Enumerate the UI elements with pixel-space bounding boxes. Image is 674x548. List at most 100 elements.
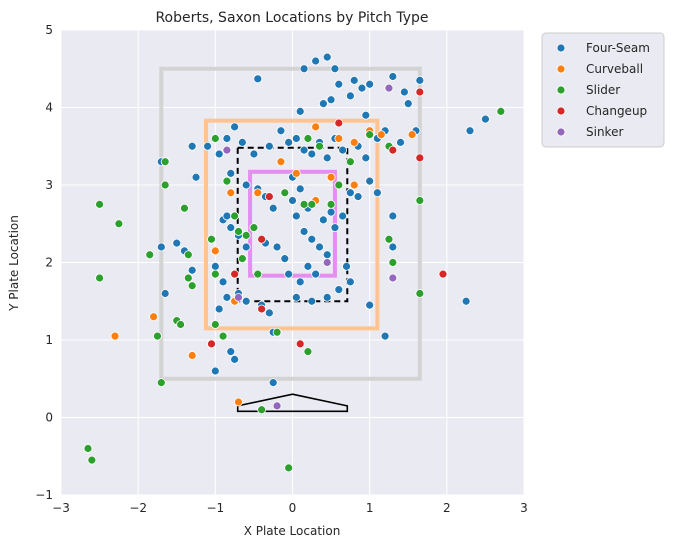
point-four-seam — [284, 137, 294, 147]
point-slider — [307, 199, 317, 209]
point-four-seam — [307, 234, 317, 244]
legend-marker — [556, 43, 566, 53]
point-four-seam — [399, 87, 409, 97]
point-four-seam — [330, 223, 340, 233]
point-slider — [183, 250, 193, 260]
point-four-seam — [187, 141, 197, 151]
point-four-seam — [295, 277, 305, 287]
plate-outline — [236, 393, 349, 413]
y-tick-label: 2 — [45, 256, 53, 270]
point-slider — [210, 320, 220, 329]
point-slider — [114, 219, 124, 229]
point-four-seam — [249, 149, 259, 159]
point-four-seam — [318, 215, 328, 225]
point-changeup — [257, 234, 267, 244]
point-changeup — [230, 269, 240, 279]
point-slider — [272, 327, 282, 337]
point-four-seam — [218, 277, 228, 287]
point-four-seam — [365, 176, 375, 186]
point-slider — [180, 203, 189, 213]
legend-label: Four-Seam — [586, 41, 650, 55]
point-four-seam — [338, 211, 348, 221]
point-slider — [187, 281, 197, 291]
point-four-seam — [222, 134, 232, 143]
point-four-seam — [264, 308, 274, 318]
legend-label: Curveball — [586, 62, 643, 76]
y-tick-label: 0 — [45, 411, 53, 425]
point-curveball — [349, 137, 359, 147]
point-four-seam — [307, 149, 317, 159]
point-four-seam — [276, 126, 286, 136]
point-slider — [160, 157, 170, 167]
point-slider — [365, 130, 375, 140]
x-tick-label: 0 — [289, 501, 297, 515]
point-four-seam — [284, 269, 294, 279]
point-changeup — [415, 153, 425, 163]
home-plate — [236, 393, 349, 413]
point-four-seam — [345, 277, 355, 287]
point-slider — [95, 273, 104, 283]
y-tick-label: 4 — [45, 101, 53, 115]
point-slider — [496, 106, 506, 116]
y-tick-label: 1 — [45, 333, 53, 347]
point-slider — [83, 444, 93, 453]
point-sinker — [234, 292, 243, 302]
point-slider — [284, 463, 294, 473]
point-four-seam — [291, 211, 301, 221]
point-curveball — [349, 180, 359, 190]
y-tick-label: 5 — [45, 23, 53, 37]
point-curveball — [311, 122, 321, 132]
point-curveball — [149, 312, 159, 322]
point-curveball — [234, 397, 243, 407]
point-slider — [222, 176, 232, 186]
point-curveball — [210, 246, 220, 256]
point-curveball — [110, 331, 120, 341]
point-slider — [156, 378, 166, 388]
point-curveball — [253, 188, 263, 198]
y-tick-label: −1 — [35, 488, 53, 502]
zone-outer — [159, 66, 422, 381]
point-four-seam — [303, 261, 313, 271]
point-four-seam — [307, 296, 317, 306]
point-changeup — [295, 339, 305, 349]
point-four-seam — [315, 242, 324, 252]
point-slider — [183, 273, 193, 283]
point-four-seam — [365, 79, 375, 89]
x-tick-label: −3 — [52, 501, 70, 515]
legend-label: Changeup — [586, 104, 647, 118]
point-slider — [87, 455, 97, 465]
point-curveball — [226, 188, 236, 198]
legend-items: Four-Seam Curveball Slider Changeup Sinker — [556, 41, 650, 139]
point-four-seam — [160, 289, 170, 298]
point-four-seam — [481, 114, 490, 124]
point-four-seam — [268, 378, 278, 388]
point-four-seam — [322, 52, 332, 62]
point-four-seam — [203, 141, 213, 151]
x-tick-label: 2 — [443, 501, 451, 515]
point-four-seam — [330, 64, 340, 74]
point-curveball — [276, 157, 286, 167]
point-four-seam — [338, 145, 348, 155]
point-slider — [257, 405, 267, 415]
point-four-seam — [241, 296, 251, 306]
point-slider — [176, 320, 186, 329]
point-slider — [334, 180, 344, 190]
point-four-seam — [226, 223, 236, 233]
point-four-seam — [230, 122, 240, 132]
point-four-seam — [237, 137, 247, 147]
point-four-seam — [222, 292, 232, 302]
point-four-seam — [372, 188, 382, 198]
point-sinker — [388, 273, 398, 283]
point-four-seam — [291, 134, 301, 143]
point-four-seam — [172, 238, 182, 248]
point-four-seam — [326, 207, 336, 217]
point-changeup — [415, 87, 425, 97]
legend: Four-Seam Curveball Slider Changeup Sinker — [541, 32, 665, 148]
point-slider — [234, 227, 243, 236]
point-four-seam — [388, 242, 398, 252]
point-sinker — [384, 83, 394, 93]
point-slider — [207, 234, 216, 244]
point-four-seam — [318, 99, 328, 109]
point-slider — [241, 230, 251, 240]
